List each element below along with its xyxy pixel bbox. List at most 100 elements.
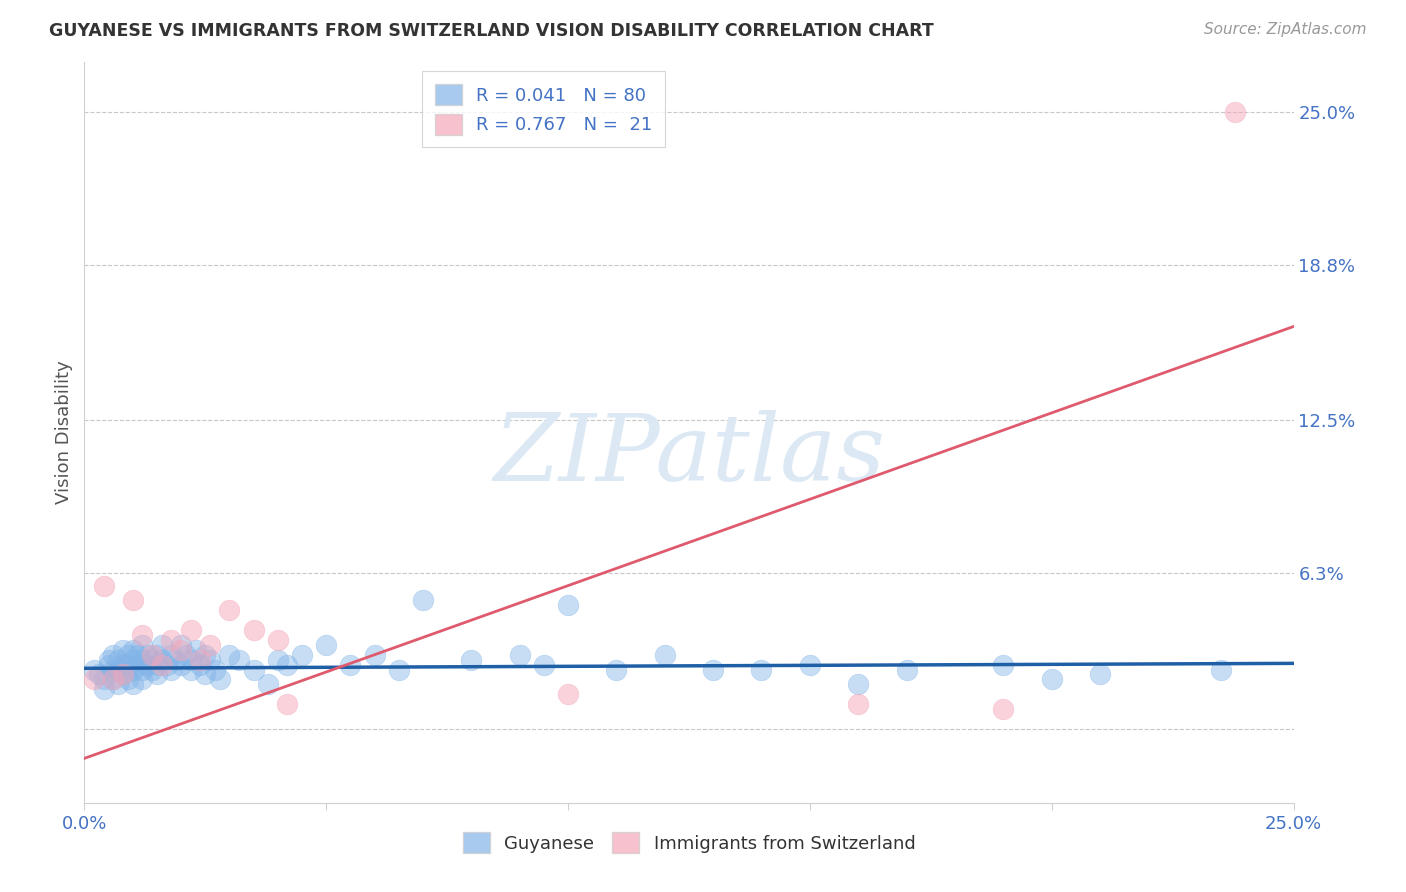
Point [388, 663, 411, 677]
Point [121, 593, 143, 607]
Point [242, 663, 264, 677]
Point [146, 667, 169, 681]
Point [174, 648, 197, 662]
Point [242, 623, 264, 637]
Point [112, 667, 135, 681]
Point [141, 663, 163, 677]
Point [117, 648, 139, 662]
Legend: Guyanese, Immigrants from Switzerland: Guyanese, Immigrants from Switzerland [456, 825, 922, 861]
Point [150, 638, 173, 652]
Point [117, 657, 139, 672]
Point [198, 638, 221, 652]
Point [160, 648, 183, 662]
Point [509, 648, 531, 662]
Point [198, 653, 221, 667]
Point [136, 657, 159, 672]
Point [605, 663, 627, 677]
Point [993, 657, 1015, 672]
Point [1225, 104, 1247, 119]
Point [194, 667, 217, 681]
Point [155, 657, 177, 672]
Point [107, 677, 129, 691]
Point [107, 663, 129, 677]
Point [291, 648, 314, 662]
Text: Source: ZipAtlas.com: Source: ZipAtlas.com [1204, 22, 1367, 37]
Point [412, 593, 434, 607]
Point [146, 657, 169, 672]
Point [190, 657, 212, 672]
Point [103, 673, 125, 687]
Point [83, 663, 105, 677]
Point [170, 657, 193, 672]
Point [103, 648, 125, 662]
Point [112, 667, 135, 681]
Point [557, 687, 579, 701]
Point [112, 657, 135, 672]
Point [557, 599, 579, 613]
Point [208, 673, 231, 687]
Point [257, 677, 280, 691]
Point [160, 632, 183, 647]
Point [190, 653, 212, 667]
Point [276, 657, 298, 672]
Point [121, 663, 143, 677]
Point [117, 673, 139, 687]
Point [218, 648, 240, 662]
Point [103, 663, 125, 677]
Point [184, 642, 207, 657]
Point [194, 648, 217, 662]
Point [846, 697, 869, 711]
Point [180, 663, 202, 677]
Point [170, 638, 193, 652]
Point [267, 653, 290, 667]
Point [93, 673, 115, 687]
Point [136, 648, 159, 662]
Point [127, 648, 149, 662]
Point [93, 579, 115, 593]
Y-axis label: Vision Disability: Vision Disability [55, 360, 73, 505]
Point [160, 663, 183, 677]
Point [180, 623, 202, 637]
Point [993, 702, 1015, 716]
Point [702, 663, 724, 677]
Point [267, 632, 290, 647]
Point [83, 673, 105, 687]
Point [97, 653, 120, 667]
Point [150, 657, 173, 672]
Point [204, 663, 226, 677]
Point [1209, 663, 1232, 677]
Point [460, 653, 482, 667]
Point [228, 653, 250, 667]
Point [131, 673, 153, 687]
Point [121, 642, 143, 657]
Point [112, 642, 135, 657]
Point [218, 603, 240, 617]
Point [107, 653, 129, 667]
Point [170, 642, 193, 657]
Point [97, 657, 120, 672]
Point [103, 673, 125, 687]
Point [276, 697, 298, 711]
Point [121, 653, 143, 667]
Point [141, 653, 163, 667]
Point [131, 653, 153, 667]
Point [751, 663, 773, 677]
Point [533, 657, 555, 672]
Point [339, 657, 361, 672]
Text: ZIPatlas: ZIPatlas [494, 409, 884, 500]
Point [141, 648, 163, 662]
Point [127, 657, 149, 672]
Point [131, 638, 153, 652]
Point [315, 638, 337, 652]
Point [896, 663, 918, 677]
Text: GUYANESE VS IMMIGRANTS FROM SWITZERLAND VISION DISABILITY CORRELATION CHART: GUYANESE VS IMMIGRANTS FROM SWITZERLAND … [49, 22, 934, 40]
Point [131, 628, 153, 642]
Point [165, 653, 187, 667]
Point [1088, 667, 1111, 681]
Point [654, 648, 676, 662]
Point [180, 653, 202, 667]
Point [1040, 673, 1063, 687]
Point [146, 648, 169, 662]
Point [93, 682, 115, 697]
Point [150, 653, 173, 667]
